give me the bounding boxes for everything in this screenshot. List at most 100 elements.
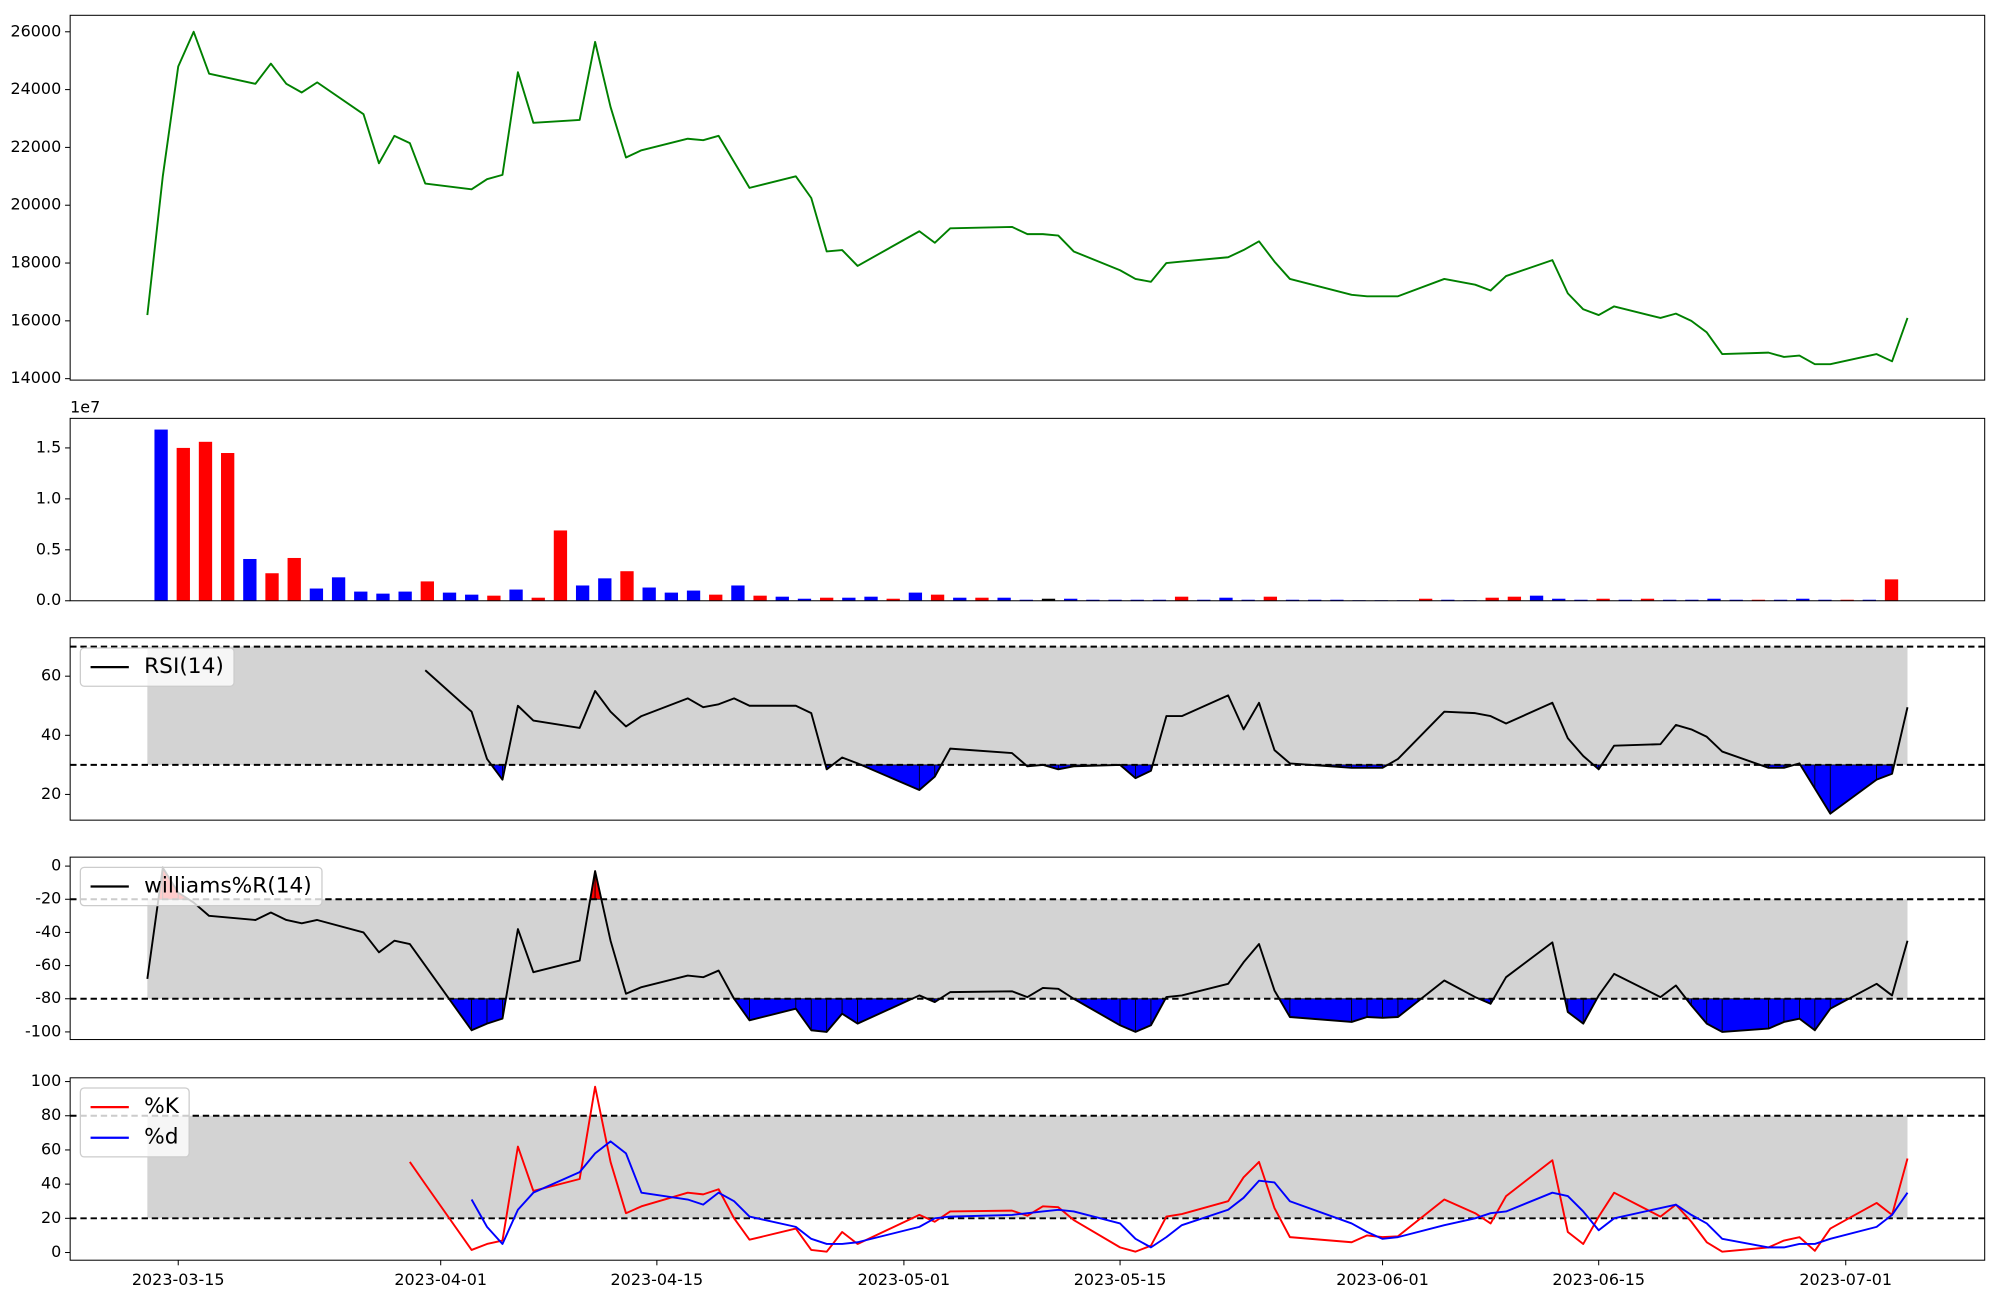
threshold-band — [147, 899, 1908, 999]
volume-bar — [553, 530, 568, 601]
volume-bar — [953, 597, 967, 601]
y-tick-label: 0 — [51, 856, 61, 875]
y-tick-label: 0 — [51, 1242, 61, 1261]
volume-bar — [1263, 596, 1278, 601]
y-tick-label: 20 — [41, 784, 61, 803]
volume-bar — [1552, 598, 1566, 601]
volume-bar — [398, 591, 412, 601]
volume-bar — [1485, 597, 1499, 601]
volume-bar — [243, 558, 257, 601]
x-tick-label: 2023-03-15 — [132, 1270, 225, 1289]
threshold-band — [147, 1115, 1908, 1219]
x-tick-label: 2023-05-01 — [858, 1270, 951, 1289]
y-tick-label: 60 — [41, 666, 61, 685]
panel: 0.0 0.5 1.0 1.5 1e7 — [36, 398, 1986, 609]
volume-bar — [1529, 595, 1544, 601]
oversold-fill — [1814, 764, 1831, 816]
volume-bar — [620, 571, 634, 601]
volume-bar — [886, 598, 900, 601]
axes-frame — [69, 14, 1986, 381]
volume-bar — [1041, 598, 1056, 601]
y-tick-label: 16000 — [11, 310, 62, 329]
volume-bar — [598, 578, 612, 601]
volume-bar — [465, 594, 479, 601]
volume-bar — [531, 597, 545, 601]
volume-bar — [642, 587, 656, 601]
volume-bar — [487, 595, 501, 601]
x-tick-label: 2023-04-15 — [611, 1270, 704, 1289]
oversold-fill — [1567, 998, 1584, 1025]
panel: 14000 16000 18000 20000 22000 24000 26000 — [11, 14, 1986, 387]
legend-box — [79, 1087, 190, 1158]
volume-bar — [797, 598, 812, 601]
volume-bar — [176, 447, 190, 601]
volume-bar — [1174, 596, 1189, 601]
y-tick-label: 40 — [41, 725, 61, 744]
legend-label: %K — [144, 1094, 180, 1119]
oversold-fill — [810, 998, 828, 1033]
volume-bar — [930, 594, 945, 601]
y-tick-label: 20000 — [11, 195, 62, 214]
volume-bar — [864, 596, 878, 601]
volume-bar — [1707, 598, 1721, 601]
oversold-fill — [1382, 998, 1399, 1019]
y-tick-label: 0.0 — [36, 590, 61, 609]
legend-label: williams%R(14) — [144, 873, 312, 898]
x-tick-label: 2023-07-01 — [1799, 1270, 1892, 1289]
volume-bar — [908, 592, 923, 601]
y-tick-label: -60 — [35, 955, 61, 974]
y-tick-label: 1.5 — [36, 437, 61, 456]
y-tick-label: 20 — [41, 1208, 61, 1227]
volume-bar — [731, 585, 745, 601]
volume-bar — [753, 595, 767, 601]
volume-bar — [442, 592, 457, 601]
x-tick-label: 2023-06-01 — [1336, 1270, 1429, 1289]
oversold-fill — [1829, 764, 1877, 815]
panel: 0 20 40 60 80 100 %K %d 2023-03-15 2023-04-01 2023… — [31, 1071, 1986, 1289]
y-tick-label: 1.0 — [36, 488, 61, 507]
threshold-band — [147, 646, 1908, 765]
axes-frame — [69, 637, 1986, 821]
volume-bar — [1640, 598, 1655, 601]
volume-bar — [997, 597, 1011, 601]
axis-offset-label: 1e7 — [70, 398, 100, 417]
volume-bar — [309, 588, 324, 601]
volume-bar — [842, 597, 856, 601]
volume-bar — [775, 596, 789, 601]
series-line — [470, 1140, 1909, 1249]
axes-frame — [69, 1077, 1986, 1261]
series-line — [146, 866, 1909, 1033]
x-tick-label: 2023-06-15 — [1552, 1270, 1645, 1289]
volume-bar — [664, 592, 679, 601]
y-tick-label: -40 — [35, 922, 61, 941]
volume-bar — [1064, 598, 1078, 601]
legend-box — [79, 866, 323, 907]
x-tick-label: 2023-04-01 — [394, 1270, 487, 1289]
oversold-fill — [1768, 998, 1785, 1030]
volume-bar — [1884, 579, 1899, 601]
y-tick-label: -80 — [35, 988, 61, 1007]
volume-bar — [198, 441, 213, 601]
legend-box — [79, 647, 235, 687]
volume-bar — [331, 577, 346, 601]
series-line — [146, 30, 1909, 366]
legend-label: RSI(14) — [144, 654, 224, 679]
volume-bar — [154, 429, 168, 601]
y-tick-label: 24000 — [11, 79, 62, 98]
x-tick-label: 2023-05-15 — [1074, 1270, 1167, 1289]
y-tick-label: 18000 — [11, 253, 62, 272]
axes-frame — [69, 856, 1986, 1041]
y-tick-label: 22000 — [11, 137, 62, 156]
series-line — [424, 669, 1909, 815]
volume-bar — [686, 590, 701, 601]
volume-bar — [420, 581, 434, 601]
volume-bar — [1596, 598, 1610, 601]
y-tick-label: 80 — [41, 1105, 61, 1124]
y-tick-label: 40 — [41, 1174, 61, 1193]
volume-bar — [354, 591, 368, 601]
y-tick-label: -20 — [35, 889, 61, 908]
volume-bar — [509, 589, 523, 601]
volume-bar — [709, 594, 723, 601]
y-tick-label: 0.5 — [36, 539, 61, 558]
